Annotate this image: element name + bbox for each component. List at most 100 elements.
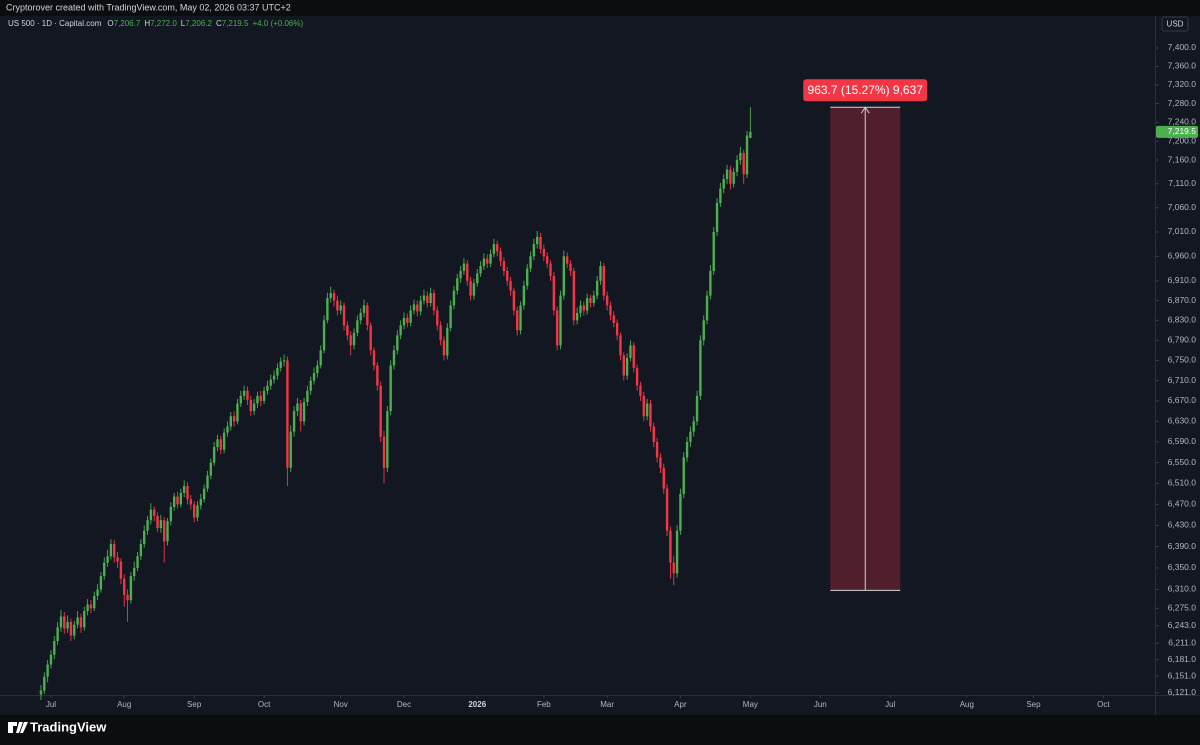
candle-body — [219, 439, 223, 450]
y-tick-label: 7,110.0 — [1168, 178, 1196, 188]
candle-body — [662, 467, 665, 489]
candle-body — [419, 300, 422, 312]
currency-box[interactable] — [1161, 16, 1189, 32]
candle-body — [516, 310, 519, 331]
candle-body — [146, 520, 149, 531]
candle-body — [655, 441, 659, 458]
candle-body — [742, 152, 745, 175]
x-tick-label: Apr — [674, 700, 687, 709]
candle-body — [552, 275, 556, 311]
candle-body — [536, 236, 539, 245]
candle-body — [166, 521, 169, 542]
candle-body — [575, 312, 579, 321]
y-tick-label: 6,243.0 — [1168, 620, 1197, 630]
candle-body — [722, 179, 725, 189]
candle-body — [86, 604, 89, 612]
x-tick-label: Sep — [1026, 700, 1041, 709]
candle-body — [43, 676, 46, 691]
candle-body — [276, 367, 279, 376]
candle-body — [356, 320, 359, 333]
candle-body — [133, 567, 136, 577]
legend-key: C — [216, 19, 222, 28]
x-tick-label: Feb — [537, 700, 551, 709]
candle-body — [342, 305, 346, 326]
candle-body — [106, 556, 109, 563]
candle-body — [309, 380, 312, 391]
candle-body — [129, 576, 133, 601]
candle-body — [529, 256, 532, 269]
candle-body — [609, 305, 612, 316]
candle-body — [109, 543, 113, 557]
y-tick-label: 6,910.0 — [1168, 275, 1197, 285]
candle-body — [725, 169, 729, 180]
measure-label: 963.7 (15.27%) 9,637 — [808, 83, 924, 97]
candle-body — [289, 431, 292, 468]
candle-body — [299, 403, 302, 422]
candle-body — [332, 293, 336, 301]
candle-body — [232, 416, 236, 422]
legend-key: H — [144, 19, 150, 28]
candle-body — [346, 325, 349, 336]
candle-body — [272, 375, 276, 380]
candle-body — [402, 317, 406, 326]
candle-body — [615, 322, 619, 336]
candle-body — [202, 488, 206, 500]
candle-body — [389, 365, 392, 412]
y-tick-label: 7,010.0 — [1168, 226, 1197, 236]
legend-symbol: US 500 · 1D · Capital.com — [8, 19, 102, 28]
candle-body — [592, 295, 596, 303]
candle-body — [675, 530, 679, 574]
y-tick-label: 6,470.0 — [1168, 499, 1197, 509]
candle-body — [462, 263, 466, 271]
candle-body — [172, 496, 176, 507]
candle-body — [242, 390, 246, 396]
y-tick-label: 6,275.0 — [1168, 603, 1197, 613]
candle-body — [199, 499, 203, 506]
x-tick-label: Dec — [397, 700, 411, 709]
candle-body — [612, 315, 616, 323]
candle-body — [349, 335, 352, 346]
candle-body — [296, 403, 299, 412]
candle-body — [99, 576, 103, 590]
candle-body — [206, 475, 209, 489]
candle-body — [286, 360, 289, 468]
candle-body — [579, 305, 582, 313]
candle-body — [59, 616, 63, 628]
candle-body — [262, 390, 266, 401]
y-tick-label: 6,350.0 — [1168, 562, 1197, 572]
y-tick-label: 6,590.0 — [1168, 436, 1197, 446]
candle-body — [692, 421, 695, 432]
candle-body — [669, 530, 672, 563]
y-tick-label: 6,830.0 — [1168, 315, 1197, 325]
candle-body — [459, 270, 462, 279]
candle-body — [156, 515, 159, 529]
candle-body — [259, 395, 262, 401]
candle-body — [715, 203, 719, 232]
y-tick-label: 6,710.0 — [1168, 375, 1197, 385]
candle-body — [522, 285, 526, 306]
candle-body — [499, 251, 502, 262]
candle-body — [539, 236, 542, 249]
candle-body — [406, 317, 409, 323]
candle-body — [46, 664, 49, 677]
candle-body — [449, 305, 452, 328]
candle-body — [69, 621, 73, 636]
candle-body — [409, 310, 412, 323]
candle-body — [246, 390, 249, 400]
candle-body — [502, 261, 506, 271]
candle-body — [672, 562, 675, 574]
candle-body — [143, 530, 146, 544]
candle-body — [292, 411, 296, 432]
candle-body — [152, 509, 156, 516]
candle-body — [256, 395, 259, 404]
y-tick-label: 6,151.0 — [1168, 670, 1197, 680]
legend-value: 7,219.5 — [222, 19, 249, 28]
candle-body — [685, 441, 689, 458]
candle-body — [329, 293, 332, 299]
candle-body — [489, 253, 492, 264]
y-tick-label: 7,320.0 — [1168, 79, 1197, 89]
candle-body — [702, 320, 705, 341]
candle-body — [582, 305, 586, 311]
y-tick-label: 7,400.0 — [1168, 42, 1197, 52]
